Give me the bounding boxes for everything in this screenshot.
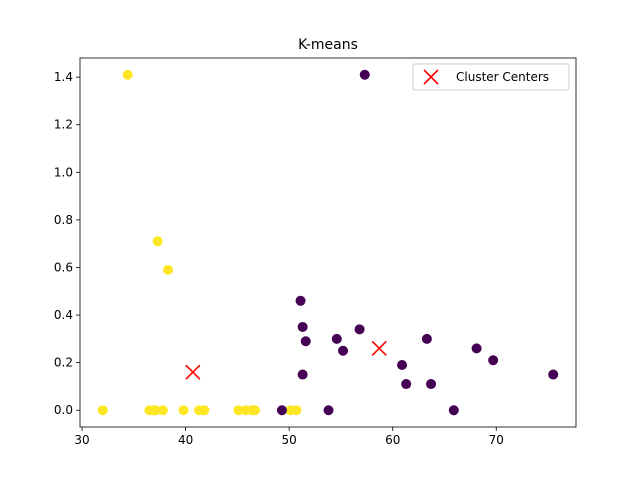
x-tick-label-0: 30 [74,433,89,447]
data-point-s0-1 [152,236,163,247]
plot-frame-border [79,57,577,428]
data-point-s0-8 [178,405,189,416]
y-tick-label-5: 1.0 [54,165,73,179]
data-point-s0-7 [157,405,168,416]
data-point-s1-10 [421,333,432,344]
data-point-s1-11 [426,379,437,390]
data-point-s1-8 [397,360,408,371]
data-point-s0-2 [163,264,174,275]
data-point-s0-3 [97,405,108,416]
y-tick-label-1: 0.2 [54,356,73,370]
data-point-s1-9 [401,379,412,390]
data-point-s0-6 [150,405,161,416]
legend-box [412,63,570,91]
legend: Cluster Centers [412,63,570,91]
data-point-s0-11 [233,405,244,416]
y-tick-label-2: 0.4 [54,308,73,322]
data-point-s1-13 [488,355,499,366]
data-point-s1-17 [448,405,459,416]
chart-title: K-means [298,37,358,53]
data-point-s1-4 [354,324,365,335]
data-point-s1-2 [297,321,308,332]
data-point-s1-7 [297,369,308,380]
data-point-s1-5 [331,333,342,344]
data-point-s1-16 [323,405,334,416]
legend-x-marker [423,69,439,85]
y-tick-label-0: 0.0 [54,403,73,417]
cluster-center-markers [185,340,387,380]
y-tick-label-7: 1.4 [54,70,73,84]
y-tick-label-3: 0.6 [54,260,73,274]
data-point-s1-6 [338,345,349,356]
data-points [97,69,559,416]
data-point-s0-14 [249,405,260,416]
data-point-s1-0 [359,69,370,80]
cluster-center-0 [185,364,201,380]
x-tick-label-3: 60 [385,433,400,447]
data-point-s0-16 [291,405,302,416]
data-point-s1-15 [276,405,287,416]
x-axis: 30 40 50 60 70 [74,427,504,447]
data-point-s0-0 [122,69,133,80]
y-tick-label-4: 0.8 [54,213,73,227]
x-tick-label-1: 40 [178,433,193,447]
x-tick-label-2: 50 [282,433,297,447]
y-axis: 0.0 0.2 0.4 0.6 0.8 1.0 1.2 1.4 [54,70,80,417]
data-point-s1-14 [548,369,559,380]
data-point-s1-12 [471,343,482,354]
x-tick-label-4: 70 [489,433,504,447]
cluster-center-1 [371,340,387,356]
y-tick-label-6: 1.2 [54,118,73,132]
data-point-s1-1 [295,295,306,306]
data-point-s1-3 [300,336,311,347]
plot-area [80,58,576,427]
data-point-s0-10 [199,405,210,416]
legend-label-cluster-centers: Cluster Centers [456,70,549,84]
